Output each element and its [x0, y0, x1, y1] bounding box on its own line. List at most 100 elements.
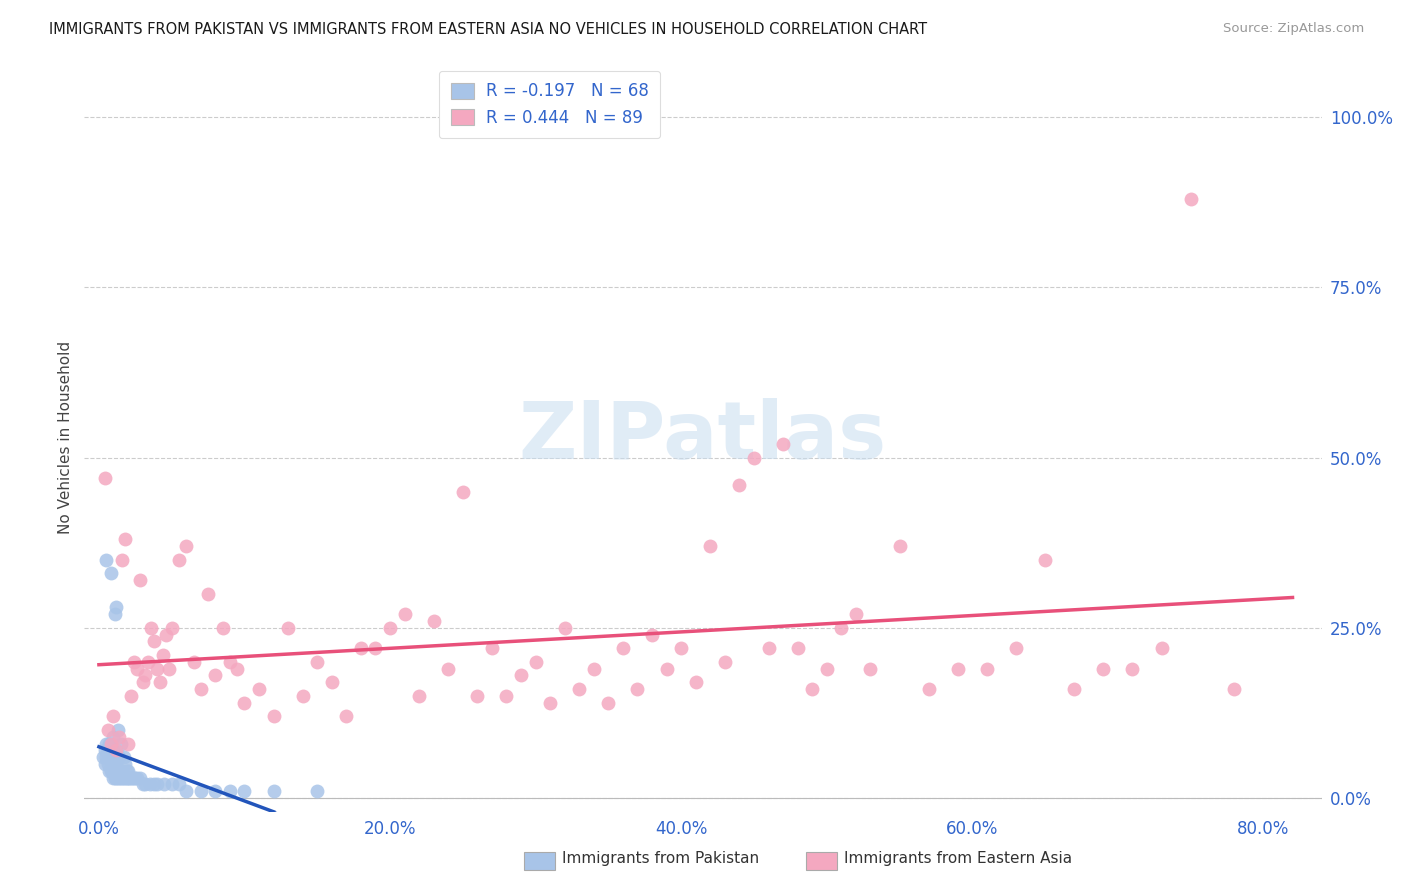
- Point: [111, 552, 134, 566]
- Point: [219, 784, 242, 798]
- Point: [845, 607, 868, 622]
- Point: [197, 587, 219, 601]
- Point: [538, 696, 561, 710]
- Point: [626, 682, 648, 697]
- Point: [554, 621, 576, 635]
- Y-axis label: No Vehicles in Household: No Vehicles in Household: [58, 341, 73, 533]
- Point: [307, 655, 329, 669]
- Point: [143, 634, 166, 648]
- Point: [93, 743, 115, 757]
- Point: [104, 757, 127, 772]
- Point: [1005, 641, 1028, 656]
- Point: [917, 682, 939, 697]
- Point: [97, 743, 120, 757]
- Point: [160, 777, 183, 791]
- Point: [378, 621, 401, 635]
- Text: Immigrants from Eastern Asia: Immigrants from Eastern Asia: [844, 851, 1071, 866]
- Point: [149, 675, 172, 690]
- Point: [117, 737, 139, 751]
- Point: [131, 777, 153, 791]
- Point: [134, 777, 156, 791]
- Point: [93, 757, 115, 772]
- Point: [830, 621, 852, 635]
- Point: [131, 675, 153, 690]
- Point: [118, 771, 141, 785]
- Point: [125, 662, 148, 676]
- Point: [946, 662, 969, 676]
- Point: [976, 662, 998, 676]
- Point: [96, 737, 118, 751]
- Point: [815, 662, 838, 676]
- Point: [204, 784, 226, 798]
- Point: [233, 696, 256, 710]
- Point: [786, 641, 808, 656]
- Point: [115, 764, 138, 778]
- Point: [107, 723, 129, 737]
- Point: [112, 750, 135, 764]
- Point: [219, 655, 242, 669]
- Point: [263, 784, 285, 798]
- Point: [97, 723, 120, 737]
- Point: [120, 689, 142, 703]
- Point: [128, 573, 150, 587]
- Point: [108, 750, 131, 764]
- Point: [350, 641, 373, 656]
- Point: [110, 771, 132, 785]
- Point: [183, 655, 205, 669]
- Point: [167, 777, 190, 791]
- Point: [772, 437, 794, 451]
- Point: [408, 689, 430, 703]
- Point: [100, 737, 122, 751]
- Point: [120, 771, 142, 785]
- Point: [167, 552, 190, 566]
- Point: [758, 641, 780, 656]
- Point: [103, 771, 125, 785]
- Point: [114, 757, 136, 772]
- Point: [114, 533, 136, 547]
- Point: [685, 675, 707, 690]
- Point: [100, 566, 122, 581]
- Point: [112, 771, 135, 785]
- Text: IMMIGRANTS FROM PAKISTAN VS IMMIGRANTS FROM EASTERN ASIA NO VEHICLES IN HOUSEHOL: IMMIGRANTS FROM PAKISTAN VS IMMIGRANTS F…: [49, 22, 928, 37]
- Point: [104, 607, 127, 622]
- Point: [146, 662, 169, 676]
- Point: [117, 771, 139, 785]
- Point: [111, 771, 134, 785]
- Point: [153, 777, 176, 791]
- Point: [568, 682, 591, 697]
- Point: [97, 757, 120, 772]
- Point: [128, 771, 150, 785]
- Point: [742, 450, 765, 465]
- Point: [105, 743, 128, 757]
- Point: [699, 539, 721, 553]
- Point: [141, 621, 163, 635]
- Point: [437, 662, 460, 676]
- Point: [335, 709, 357, 723]
- Text: ZIPatlas: ZIPatlas: [519, 398, 887, 476]
- Point: [598, 696, 620, 710]
- Point: [211, 621, 233, 635]
- Point: [103, 743, 125, 757]
- Point: [114, 771, 136, 785]
- Point: [98, 764, 121, 778]
- Point: [1121, 662, 1143, 676]
- Point: [510, 668, 533, 682]
- Point: [467, 689, 489, 703]
- Point: [1033, 552, 1056, 566]
- Point: [103, 757, 125, 772]
- Point: [233, 784, 256, 798]
- Point: [139, 777, 162, 791]
- Point: [655, 662, 678, 676]
- Point: [121, 771, 143, 785]
- Point: [93, 471, 115, 485]
- Point: [321, 675, 343, 690]
- Point: [108, 730, 131, 744]
- Point: [801, 682, 824, 697]
- Point: [394, 607, 416, 622]
- Point: [524, 655, 547, 669]
- Point: [110, 764, 132, 778]
- Point: [190, 682, 212, 697]
- Point: [96, 750, 118, 764]
- Point: [247, 682, 270, 697]
- Point: [155, 627, 177, 641]
